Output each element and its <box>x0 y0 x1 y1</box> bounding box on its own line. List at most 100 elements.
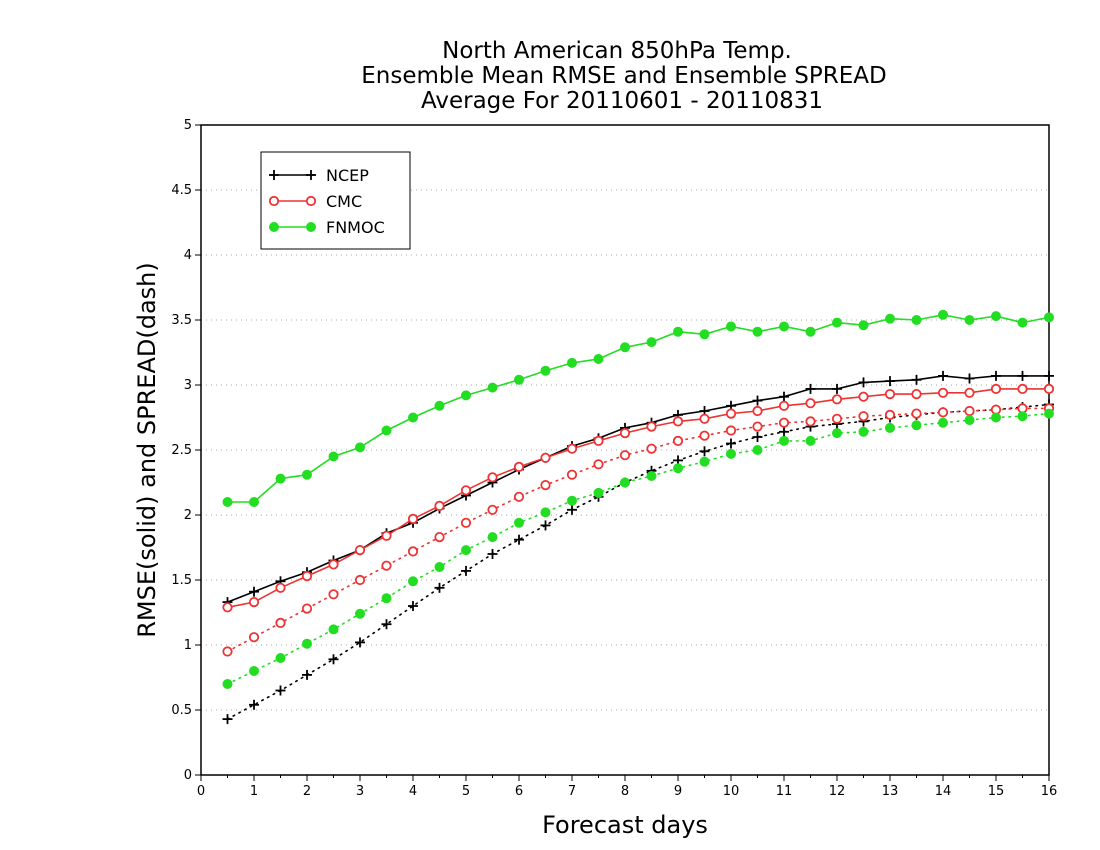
x-tick-label: 7 <box>568 784 576 799</box>
cmc-rmse-point <box>911 388 922 400</box>
x-tick-label: 5 <box>462 784 470 799</box>
fnmoc-spread-point <box>355 608 365 619</box>
cmc-rmse-point <box>884 388 896 400</box>
x-tick-label: 3 <box>356 784 364 799</box>
legend-label: NCEP <box>326 166 369 185</box>
cmc-spread-point <box>248 632 260 643</box>
ncep-spread-point <box>779 426 789 437</box>
y-tick-labels: 0 0.5 1 1.5 2 2.5 3 3.5 4 4.5 5 <box>171 118 192 783</box>
cmc-rmse-point <box>487 472 498 483</box>
fnmoc-rmse-point <box>832 317 842 328</box>
fnmoc-spread-point <box>593 487 604 498</box>
legend: NCEP CMC FNMOC <box>260 151 411 250</box>
fnmoc-spread-point <box>302 638 312 649</box>
fnmoc-rmse-point <box>938 309 948 320</box>
series-layer <box>222 309 1055 725</box>
legend-fnmoc-left-point <box>269 222 279 232</box>
y-tick-label: 0.5 <box>171 703 192 718</box>
ncep-rmse-point <box>805 383 816 394</box>
x-tick-label: 10 <box>723 784 740 799</box>
cmc-rmse-point <box>1017 383 1028 394</box>
cmc-rmse-markers <box>222 383 1055 613</box>
fnmoc-spread-point <box>858 426 869 437</box>
fnmoc-rmse-point <box>249 497 259 507</box>
cmc-spread-point <box>778 417 790 428</box>
ncep-spread-point <box>487 549 498 559</box>
cmc-spread-point <box>699 430 710 441</box>
ncep-spread-point <box>222 714 233 725</box>
cmc-spread-point <box>805 416 816 427</box>
fnmoc-rmse-point <box>461 390 471 401</box>
cmc-rmse-point <box>725 408 737 419</box>
y-tick-label: 1 <box>184 638 192 653</box>
fnmoc-spread-point <box>726 448 736 459</box>
cmc-rmse-point <box>1043 383 1055 394</box>
x-tick-label: 2 <box>303 784 311 799</box>
y-tick-label: 5 <box>184 118 192 133</box>
fnmoc-rmse-point <box>434 400 445 411</box>
x-tick-label: 15 <box>988 784 1005 799</box>
cmc-spread-point <box>275 617 286 629</box>
y-tick-label: 1.5 <box>171 573 192 588</box>
ncep-rmse-point <box>249 586 259 597</box>
fnmoc-rmse-point <box>991 311 1001 322</box>
cmc-rmse-point <box>778 400 790 411</box>
cmc-spread-point <box>858 411 869 422</box>
fnmoc-spread-point <box>991 412 1001 423</box>
cmc-rmse-point <box>275 582 286 593</box>
fnmoc-rmse-point <box>1044 312 1054 323</box>
ncep-spread-point <box>699 446 710 457</box>
ncep-rmse-point <box>991 370 1001 381</box>
fnmoc-spread-point <box>911 420 922 431</box>
cmc-rmse-point <box>858 391 869 402</box>
ncep-rmse-point <box>885 376 895 387</box>
cmc-spread-point <box>672 435 684 446</box>
x-tick-label: 1 <box>250 784 258 799</box>
cmc-rmse-line <box>227 388 1049 609</box>
fnmoc-rmse-point <box>673 326 683 337</box>
fnmoc-spread-point <box>938 417 948 428</box>
cmc-rmse-point <box>566 443 578 454</box>
cmc-rmse-point <box>831 394 843 405</box>
fnmoc-rmse-point <box>779 321 789 332</box>
ncep-spread-point <box>726 438 736 449</box>
fnmoc-spread-point <box>487 532 498 543</box>
cmc-rmse-point <box>619 427 631 439</box>
x-axis-label: Forecast days <box>542 811 708 839</box>
x-tick-label: 8 <box>621 784 629 799</box>
cmc-rmse-point <box>381 530 392 541</box>
fnmoc-rmse-point <box>964 315 975 325</box>
cmc-spread-point <box>222 646 233 657</box>
cmc-spread-point <box>964 405 975 417</box>
cmc-rmse-point <box>805 398 816 409</box>
x-tick-labels: 0 1 2 3 4 5 6 7 8 9 10 11 12 13 14 15 16 <box>197 784 1057 799</box>
x-tick-label: 12 <box>829 784 846 799</box>
cmc-rmse-point <box>990 383 1002 394</box>
cmc-spread-point <box>407 546 419 557</box>
legend-items: NCEP CMC FNMOC <box>268 166 385 237</box>
cmc-rmse-point <box>513 461 525 472</box>
cmc-spread-point <box>646 443 657 454</box>
fnmoc-rmse-point <box>805 326 816 337</box>
cmc-rmse-point <box>328 559 339 570</box>
ncep-spread-point <box>302 669 312 680</box>
fnmoc-rmse-point <box>646 337 657 348</box>
fnmoc-rmse-point <box>222 497 233 507</box>
fnmoc-rmse-point <box>275 473 286 484</box>
legend-item-fnmoc: FNMOC <box>269 218 385 237</box>
legend-ncep-left-point <box>269 170 279 180</box>
cmc-rmse-point <box>964 387 975 398</box>
ncep-spread-point <box>434 582 445 593</box>
fnmoc-rmse-point <box>1017 317 1028 328</box>
ncep-spread-point <box>408 601 418 611</box>
x-tick-label: 4 <box>409 784 417 799</box>
fnmoc-spread-point <box>461 545 471 556</box>
ncep-spread-point <box>461 565 471 576</box>
fnmoc-spread-point <box>222 679 233 689</box>
fnmoc-rmse-point <box>567 357 577 368</box>
cmc-rmse-point <box>248 596 260 608</box>
legend-label: CMC <box>326 192 362 211</box>
x-tick-label: 6 <box>515 784 523 799</box>
ncep-spread-markers <box>222 399 1054 725</box>
